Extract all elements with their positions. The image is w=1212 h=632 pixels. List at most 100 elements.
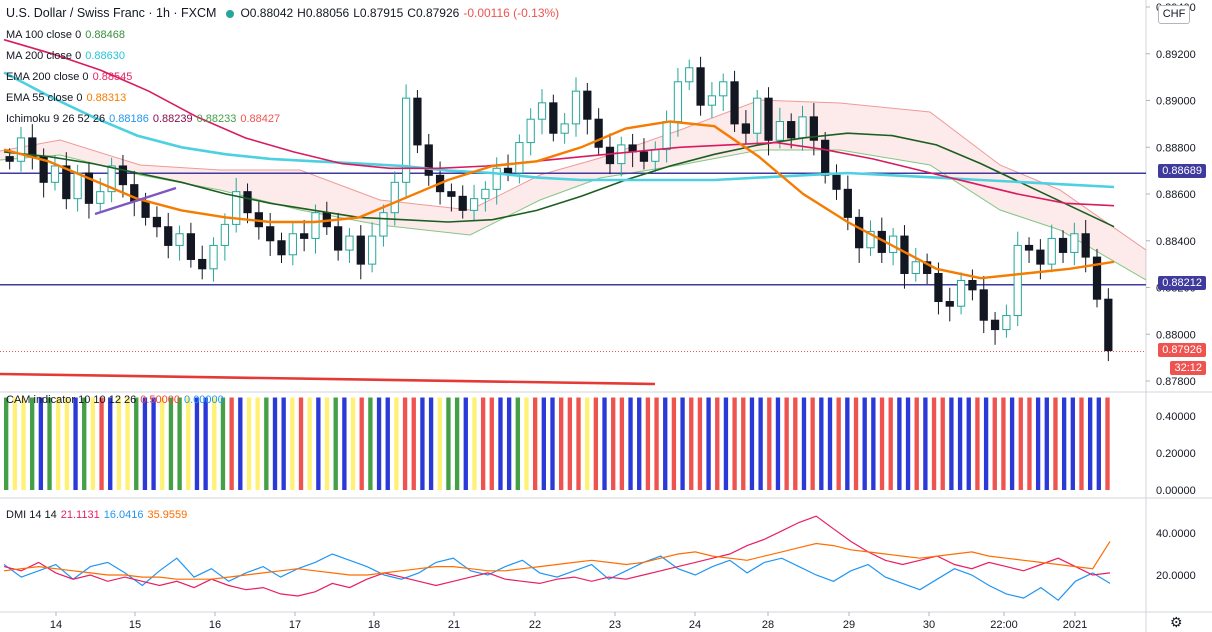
cam-bar [316, 397, 321, 490]
candle-body [73, 172, 82, 200]
cam-bar [888, 397, 893, 490]
cam-bar [931, 397, 937, 490]
time-tick-label: 29 [843, 619, 855, 631]
indicator-ema200[interactable]: EMA 200 close 0 0.88545 [6, 71, 132, 83]
line-tag-lower: 0.88212 [1158, 276, 1206, 290]
trend-line [0, 372, 656, 386]
candle-body [424, 144, 433, 176]
cam-bar [966, 397, 971, 490]
cam-bar [402, 397, 408, 490]
cam-bar [238, 397, 243, 490]
cam-bar [420, 397, 425, 490]
candle-body [787, 121, 796, 139]
candle-body [209, 244, 218, 270]
market-status-icon [226, 9, 235, 18]
cam-bar [151, 397, 156, 490]
cam-bar [38, 397, 44, 490]
cam-bar [515, 397, 520, 490]
candle-body [537, 102, 547, 120]
time-tick-label: 16 [209, 619, 221, 631]
candle-body [5, 156, 14, 162]
cam-bar [480, 397, 486, 490]
candle-body [968, 279, 977, 291]
cam-bar [21, 397, 26, 490]
cam-bar [30, 397, 35, 490]
indicator-ichimoku[interactable]: Ichimoku 9 26 52 26 0.88186 0.88239 0.88233… [6, 113, 280, 125]
candle-body [28, 137, 37, 158]
indicator-cam[interactable]: CAM indicator 10 10 12 26 0.50000 0.00000 [6, 394, 224, 406]
line-tag-upper: 0.88689 [1158, 164, 1206, 178]
candle-body [334, 226, 343, 251]
candle-body [1047, 237, 1056, 265]
cam-bar [1044, 397, 1049, 490]
cam-bar [1079, 397, 1084, 490]
candle-body [1024, 244, 1034, 251]
open-value: O0.88042 [240, 6, 294, 20]
candle-body [62, 165, 71, 200]
cam-bar [663, 397, 668, 490]
price-tick-label: 0.88000 [1156, 329, 1196, 341]
indicator-value: 0.88313 [86, 92, 127, 104]
time-tick-label: 24 [689, 619, 701, 631]
cam-bar [12, 397, 18, 490]
cam-bar [871, 397, 876, 490]
cam-bar [680, 397, 685, 490]
candle-body [300, 233, 309, 239]
cam-bar [56, 397, 61, 490]
indicator-dmi[interactable]: DMI 14 14 21.1131 16.0416 35.9559 [6, 509, 187, 521]
cam-bar [923, 397, 928, 490]
candle-body [311, 212, 320, 239]
symbol-title[interactable]: U.S. Dollar / Swiss Franc · 1h · FXCM [6, 6, 217, 20]
candle-body [605, 146, 615, 165]
cam-bar [472, 397, 477, 490]
cam-bar [368, 397, 373, 490]
cam-bar [654, 397, 659, 490]
indicator-ma200[interactable]: MA 200 close 0 0.88630 [6, 50, 125, 62]
cam-bar [298, 397, 304, 490]
cam-bar [142, 397, 148, 490]
dmi-line [3, 515, 1111, 597]
cam-bar [784, 397, 789, 490]
cam-bar [272, 397, 278, 490]
moving-average-line [3, 132, 1115, 228]
candle-body [175, 233, 184, 246]
price-tick-label: 0.88600 [1156, 189, 1196, 201]
cam-tick-label: 0.20000 [1156, 448, 1196, 460]
cam-bar [212, 397, 217, 490]
currency-chip[interactable]: CHF [1158, 5, 1190, 24]
candle-body [356, 235, 365, 265]
indicator-ma100[interactable]: MA 100 close 0 0.88468 [6, 29, 125, 41]
candle-body [118, 165, 128, 186]
cam-bar [897, 397, 902, 490]
dmi-tick-label: 40.0000 [1156, 528, 1196, 540]
cam-bar [879, 397, 885, 490]
cam-bar [125, 397, 130, 490]
cam-bar [177, 397, 182, 490]
moving-average-line [3, 120, 1115, 280]
candle-body [798, 116, 807, 139]
indicator-value: 0.88427 [240, 113, 281, 125]
ichimoku-cloud [0, 100, 1146, 280]
candle-body [458, 195, 467, 211]
candle-body [390, 181, 399, 214]
cam-bar [1001, 397, 1006, 490]
candle-body [1013, 244, 1022, 317]
cam-bar [567, 397, 573, 490]
cam-bar [541, 397, 546, 490]
candle-body [900, 235, 909, 274]
candle-body [809, 116, 818, 141]
indicator-ema55[interactable]: EMA 55 close 0 0.88313 [6, 92, 126, 104]
indicator-value: 0.88186 [109, 113, 149, 125]
candle-body [198, 258, 207, 270]
indicator-value: 16.0416 [103, 509, 144, 521]
cam-bar [90, 397, 96, 490]
cam-bar [324, 397, 330, 490]
cam-bar [992, 397, 997, 490]
cam-bar [801, 397, 807, 490]
cam-bar [793, 397, 798, 490]
cam-bar [463, 397, 468, 490]
candle-body [152, 216, 162, 228]
dmi-line [3, 553, 1111, 602]
gear-icon[interactable]: ⚙ [1170, 614, 1183, 630]
